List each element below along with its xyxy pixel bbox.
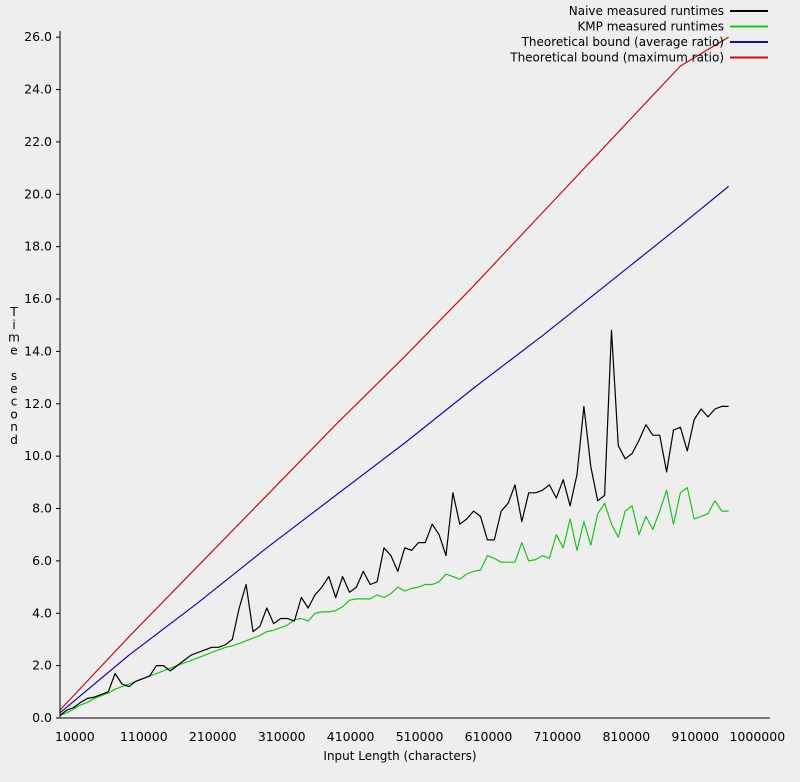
y-tick-label: 12.0 <box>24 396 52 411</box>
series-line-0 <box>59 329 729 716</box>
y-tick-label: 18.0 <box>24 239 52 254</box>
series-line-3 <box>59 36 729 711</box>
y-axis-ticks: 0.0 2.0 4.0 6.0 8.0 10.0 12.0 14.0 16.0 18.0 20.0 2… <box>24 29 60 725</box>
y-tick-label: 0.0 <box>32 710 52 725</box>
x-tick-label: 210000 <box>189 729 237 744</box>
x-tick-label: 810000 <box>602 729 650 744</box>
y-tick-label: 20.0 <box>24 186 52 201</box>
y-tick-label: 2.0 <box>32 658 52 673</box>
x-axis-title: Input Length (characters) <box>323 749 476 763</box>
legend-label: Theoretical bound (maximum ratio) <box>509 51 724 65</box>
x-tick-label: 910000 <box>671 729 719 744</box>
y-tick-label: 6.0 <box>32 553 52 568</box>
x-tick-label: 310000 <box>258 729 306 744</box>
legend-label: Theoretical bound (average ratio) <box>521 35 724 49</box>
y-tick-label: 22.0 <box>24 134 52 149</box>
y-tick-label: 16.0 <box>24 291 52 306</box>
legend: Naive measured runtimes KMP measured runt… <box>509 4 768 65</box>
series-layer <box>59 36 729 716</box>
y-tick-label: 10.0 <box>24 448 52 463</box>
x-tick-label: 610000 <box>465 729 513 744</box>
axes-layer <box>59 31 770 719</box>
legend-label: KMP measured runtimes <box>577 20 724 34</box>
series-line-2 <box>59 185 729 714</box>
y-tick-label: 14.0 <box>24 343 52 358</box>
x-axis-ticks: 10000 110000 210000 310000 410000 510000 61000… <box>55 729 785 744</box>
x-tick-label: 10000 <box>55 729 95 744</box>
y-tick-label: 8.0 <box>32 501 52 516</box>
y-tick-label: 24.0 <box>24 82 52 97</box>
y-tick-label: 4.0 <box>32 605 52 620</box>
y-tick-label: 26.0 <box>24 29 52 44</box>
x-tick-label: 410000 <box>327 729 375 744</box>
legend-label: Naive measured runtimes <box>569 4 724 18</box>
x-tick-label: 510000 <box>396 729 444 744</box>
x-tick-label: 710000 <box>534 729 582 744</box>
x-tick-label: 110000 <box>120 729 168 744</box>
x-tick-label: 1000000 <box>729 729 785 744</box>
series-line-1 <box>59 487 729 716</box>
